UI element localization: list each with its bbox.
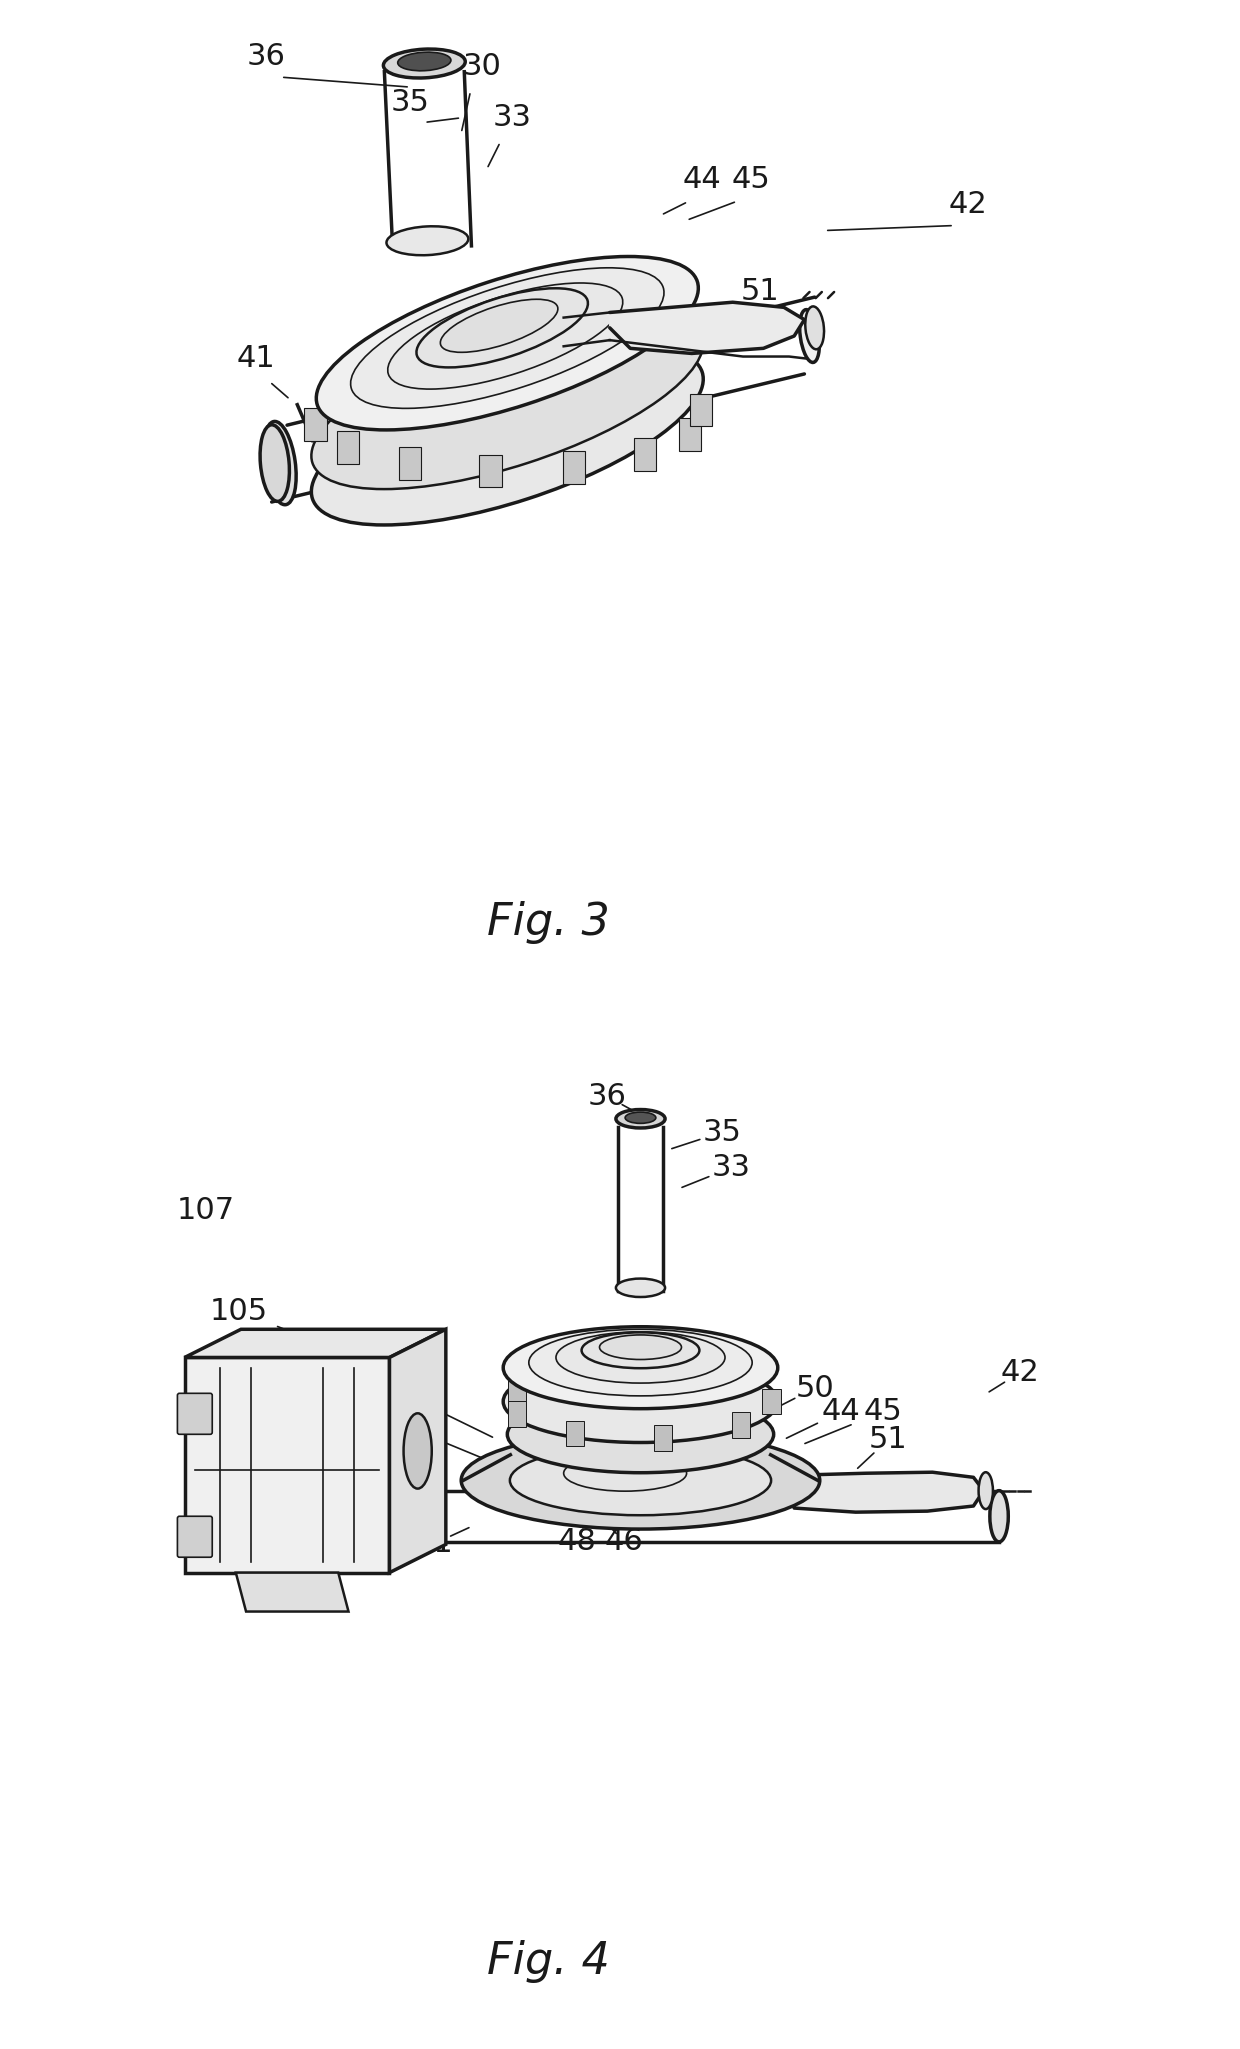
FancyBboxPatch shape bbox=[689, 393, 713, 426]
Ellipse shape bbox=[800, 309, 820, 363]
Text: 33: 33 bbox=[494, 102, 532, 133]
Polygon shape bbox=[236, 1574, 348, 1611]
Bar bbox=[508, 1377, 527, 1402]
Ellipse shape bbox=[461, 1432, 820, 1529]
Ellipse shape bbox=[387, 225, 469, 256]
Ellipse shape bbox=[978, 1471, 993, 1508]
Ellipse shape bbox=[260, 424, 289, 502]
Ellipse shape bbox=[264, 422, 296, 504]
Ellipse shape bbox=[383, 49, 465, 78]
Ellipse shape bbox=[556, 1332, 725, 1383]
Ellipse shape bbox=[528, 1330, 753, 1395]
Text: 30: 30 bbox=[463, 51, 501, 82]
FancyBboxPatch shape bbox=[399, 447, 422, 479]
Text: 48: 48 bbox=[558, 1527, 596, 1557]
Ellipse shape bbox=[388, 283, 622, 389]
Text: 36: 36 bbox=[588, 1082, 626, 1111]
FancyBboxPatch shape bbox=[177, 1516, 212, 1557]
FancyBboxPatch shape bbox=[479, 455, 502, 488]
FancyBboxPatch shape bbox=[304, 408, 327, 441]
Bar bbox=[732, 1412, 750, 1438]
Ellipse shape bbox=[311, 346, 703, 525]
Text: 48: 48 bbox=[410, 328, 450, 359]
Polygon shape bbox=[610, 301, 805, 352]
Text: 33: 33 bbox=[712, 1154, 750, 1182]
Text: 42: 42 bbox=[1001, 1358, 1039, 1387]
Text: Fig. 3: Fig. 3 bbox=[487, 902, 610, 943]
Text: Fig. 4: Fig. 4 bbox=[487, 1940, 610, 1983]
Text: 44: 44 bbox=[682, 164, 722, 195]
Ellipse shape bbox=[351, 268, 663, 408]
Text: 45: 45 bbox=[864, 1397, 903, 1426]
FancyBboxPatch shape bbox=[634, 438, 656, 471]
FancyBboxPatch shape bbox=[563, 451, 585, 484]
Ellipse shape bbox=[582, 1332, 699, 1369]
Text: 107: 107 bbox=[177, 1197, 236, 1225]
Ellipse shape bbox=[398, 51, 451, 72]
Ellipse shape bbox=[507, 1395, 774, 1473]
Ellipse shape bbox=[510, 1447, 771, 1516]
Bar bbox=[508, 1402, 527, 1426]
Text: 36: 36 bbox=[247, 41, 286, 72]
Ellipse shape bbox=[503, 1328, 777, 1410]
Ellipse shape bbox=[311, 309, 703, 490]
Text: 106: 106 bbox=[347, 1529, 405, 1559]
Ellipse shape bbox=[625, 1113, 656, 1123]
FancyBboxPatch shape bbox=[336, 430, 360, 463]
Text: 50: 50 bbox=[795, 1373, 835, 1404]
Polygon shape bbox=[185, 1330, 446, 1358]
Bar bbox=[653, 1352, 672, 1379]
Bar bbox=[565, 1356, 584, 1383]
Bar bbox=[653, 1424, 672, 1451]
Polygon shape bbox=[389, 1330, 446, 1574]
Bar bbox=[763, 1389, 781, 1414]
FancyBboxPatch shape bbox=[680, 418, 702, 451]
Ellipse shape bbox=[440, 299, 558, 352]
Text: 45: 45 bbox=[732, 164, 770, 195]
Ellipse shape bbox=[503, 1361, 777, 1442]
Polygon shape bbox=[794, 1471, 983, 1512]
Ellipse shape bbox=[599, 1336, 682, 1361]
Ellipse shape bbox=[403, 1414, 432, 1488]
Ellipse shape bbox=[805, 307, 825, 348]
Bar bbox=[565, 1420, 584, 1447]
Text: 51: 51 bbox=[869, 1424, 908, 1455]
Ellipse shape bbox=[316, 256, 698, 430]
FancyBboxPatch shape bbox=[177, 1393, 212, 1434]
Ellipse shape bbox=[990, 1492, 1008, 1541]
Text: 35: 35 bbox=[703, 1117, 742, 1147]
Ellipse shape bbox=[423, 1490, 445, 1543]
Bar bbox=[732, 1365, 750, 1391]
Polygon shape bbox=[185, 1358, 389, 1574]
Text: 41: 41 bbox=[237, 344, 275, 373]
Text: 35: 35 bbox=[391, 88, 429, 117]
Text: 41: 41 bbox=[414, 1529, 453, 1559]
Ellipse shape bbox=[417, 289, 588, 367]
Text: 31: 31 bbox=[373, 1406, 412, 1436]
Text: 44: 44 bbox=[822, 1397, 861, 1426]
Ellipse shape bbox=[616, 1111, 665, 1127]
Text: 105: 105 bbox=[210, 1297, 268, 1326]
Text: 32: 32 bbox=[387, 1381, 427, 1410]
Text: 46: 46 bbox=[605, 1527, 644, 1557]
Text: 51: 51 bbox=[742, 277, 780, 307]
Ellipse shape bbox=[616, 1279, 665, 1297]
Text: 42: 42 bbox=[949, 191, 988, 219]
Text: 46: 46 bbox=[459, 328, 498, 359]
